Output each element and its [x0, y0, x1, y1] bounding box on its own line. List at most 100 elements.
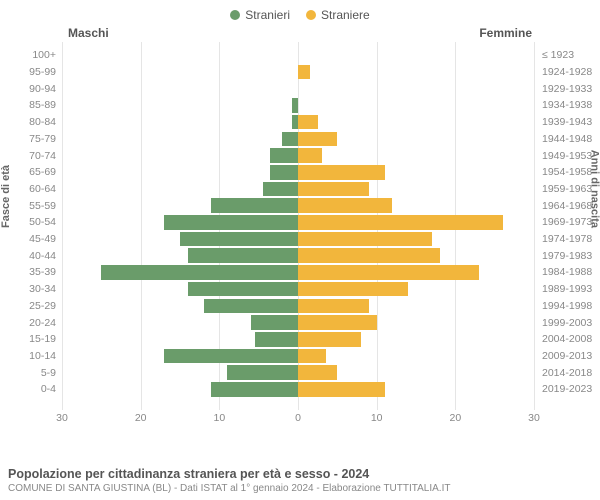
- pyramid-row: [62, 349, 534, 364]
- header-left: Maschi: [68, 26, 109, 40]
- chart-title: Popolazione per cittadinanza straniera p…: [8, 467, 592, 481]
- pyramid-row: [62, 182, 534, 197]
- bar-female: [298, 332, 361, 347]
- year-label: 1999-2003: [542, 318, 600, 329]
- year-label: 1984-1988: [542, 267, 600, 278]
- legend-item-male: Stranieri: [230, 8, 290, 22]
- year-label: 1939-1943: [542, 117, 600, 128]
- bar-male: [188, 248, 298, 263]
- swatch-female: [306, 10, 316, 20]
- bar-female: [298, 65, 310, 80]
- chart-wrap: Fasce di età Anni di nascita 100+95-9990…: [0, 42, 600, 432]
- age-labels: 100+ 95-99 90-94 85-89 80-84 75-79 70-74 65-69 6…: [0, 42, 60, 410]
- x-tick-label: 30: [56, 412, 68, 424]
- pyramid-row: [62, 98, 534, 113]
- bar-male: [211, 382, 298, 397]
- year-label: 1954-1958: [542, 167, 600, 178]
- age-label: 60-64: [0, 184, 56, 195]
- age-label: 55-59: [0, 201, 56, 212]
- age-label: 5-9: [0, 368, 56, 379]
- year-label: 1924-1928: [542, 67, 600, 78]
- legend: Stranieri Straniere: [0, 0, 600, 26]
- bar-female: [298, 198, 392, 213]
- bar-male: [263, 182, 298, 197]
- age-label: 65-69: [0, 167, 56, 178]
- pyramid-row: [62, 315, 534, 330]
- age-label: 70-74: [0, 151, 56, 162]
- age-label: 100+: [0, 50, 56, 61]
- bar-female: [298, 382, 385, 397]
- bar-male: [164, 215, 298, 230]
- year-label: 1994-1998: [542, 301, 600, 312]
- bar-female: [298, 299, 369, 314]
- year-label: 2019-2023: [542, 384, 600, 395]
- year-label: 1979-1983: [542, 251, 600, 262]
- pyramid-row: [62, 165, 534, 180]
- legend-item-female: Straniere: [306, 8, 370, 22]
- bar-male: [270, 148, 298, 163]
- year-label: 1934-1938: [542, 100, 600, 111]
- pyramid-row: [62, 248, 534, 263]
- age-label: 75-79: [0, 134, 56, 145]
- bar-female: [298, 349, 326, 364]
- pyramid-row: [62, 382, 534, 397]
- x-tick-label: 30: [528, 412, 540, 424]
- pyramid-row: [62, 332, 534, 347]
- bar-female: [298, 165, 385, 180]
- year-label: 1974-1978: [542, 234, 600, 245]
- age-label: 90-94: [0, 84, 56, 95]
- bar-female: [298, 365, 337, 380]
- column-headers: Maschi Femmine: [0, 26, 600, 42]
- pyramid-row: [62, 365, 534, 380]
- bar-female: [298, 148, 322, 163]
- pyramid-row: [62, 282, 534, 297]
- bar-male: [164, 349, 298, 364]
- legend-label-female: Straniere: [321, 8, 370, 22]
- year-label: 2014-2018: [542, 368, 600, 379]
- age-label: 80-84: [0, 117, 56, 128]
- bar-female: [298, 265, 479, 280]
- year-label: 1969-1973: [542, 217, 600, 228]
- bar-male: [188, 282, 298, 297]
- swatch-male: [230, 10, 240, 20]
- age-label: 10-14: [0, 351, 56, 362]
- year-label: 1949-1953: [542, 151, 600, 162]
- x-tick-label: 0: [295, 412, 301, 424]
- pyramid-row: [62, 132, 534, 147]
- age-label: 85-89: [0, 100, 56, 111]
- bar-female: [298, 315, 377, 330]
- year-label: 2004-2008: [542, 334, 600, 345]
- age-label: 35-39: [0, 267, 56, 278]
- year-label: 1959-1963: [542, 184, 600, 195]
- year-labels: ≤ 1923 1924-1928 1929-1933 1934-1938 1939-19…: [538, 42, 600, 410]
- pyramid-row: [62, 215, 534, 230]
- bar-female: [298, 282, 408, 297]
- age-label: 45-49: [0, 234, 56, 245]
- bar-male: [101, 265, 298, 280]
- x-tick-label: 20: [449, 412, 461, 424]
- age-label: 20-24: [0, 318, 56, 329]
- x-axis-ticks: 3020100102030: [62, 412, 534, 428]
- chart-area: [62, 42, 534, 410]
- year-label: ≤ 1923: [542, 50, 600, 61]
- bar-male: [282, 132, 298, 147]
- header-right: Femmine: [479, 26, 532, 40]
- pyramid-row: [62, 232, 534, 247]
- legend-label-male: Stranieri: [245, 8, 290, 22]
- age-label: 95-99: [0, 67, 56, 78]
- bar-male: [180, 232, 298, 247]
- gridline: [534, 42, 535, 410]
- pyramid-row: [62, 299, 534, 314]
- year-label: 1929-1933: [542, 84, 600, 95]
- year-label: 1944-1948: [542, 134, 600, 145]
- bar-male: [227, 365, 298, 380]
- age-label: 40-44: [0, 251, 56, 262]
- bar-female: [298, 215, 503, 230]
- bar-male: [255, 332, 298, 347]
- x-tick-label: 10: [371, 412, 383, 424]
- year-label: 2009-2013: [542, 351, 600, 362]
- age-label: 30-34: [0, 284, 56, 295]
- bar-male: [251, 315, 298, 330]
- age-label: 0-4: [0, 384, 56, 395]
- chart-subtitle: COMUNE DI SANTA GIUSTINA (BL) - Dati IST…: [8, 483, 592, 494]
